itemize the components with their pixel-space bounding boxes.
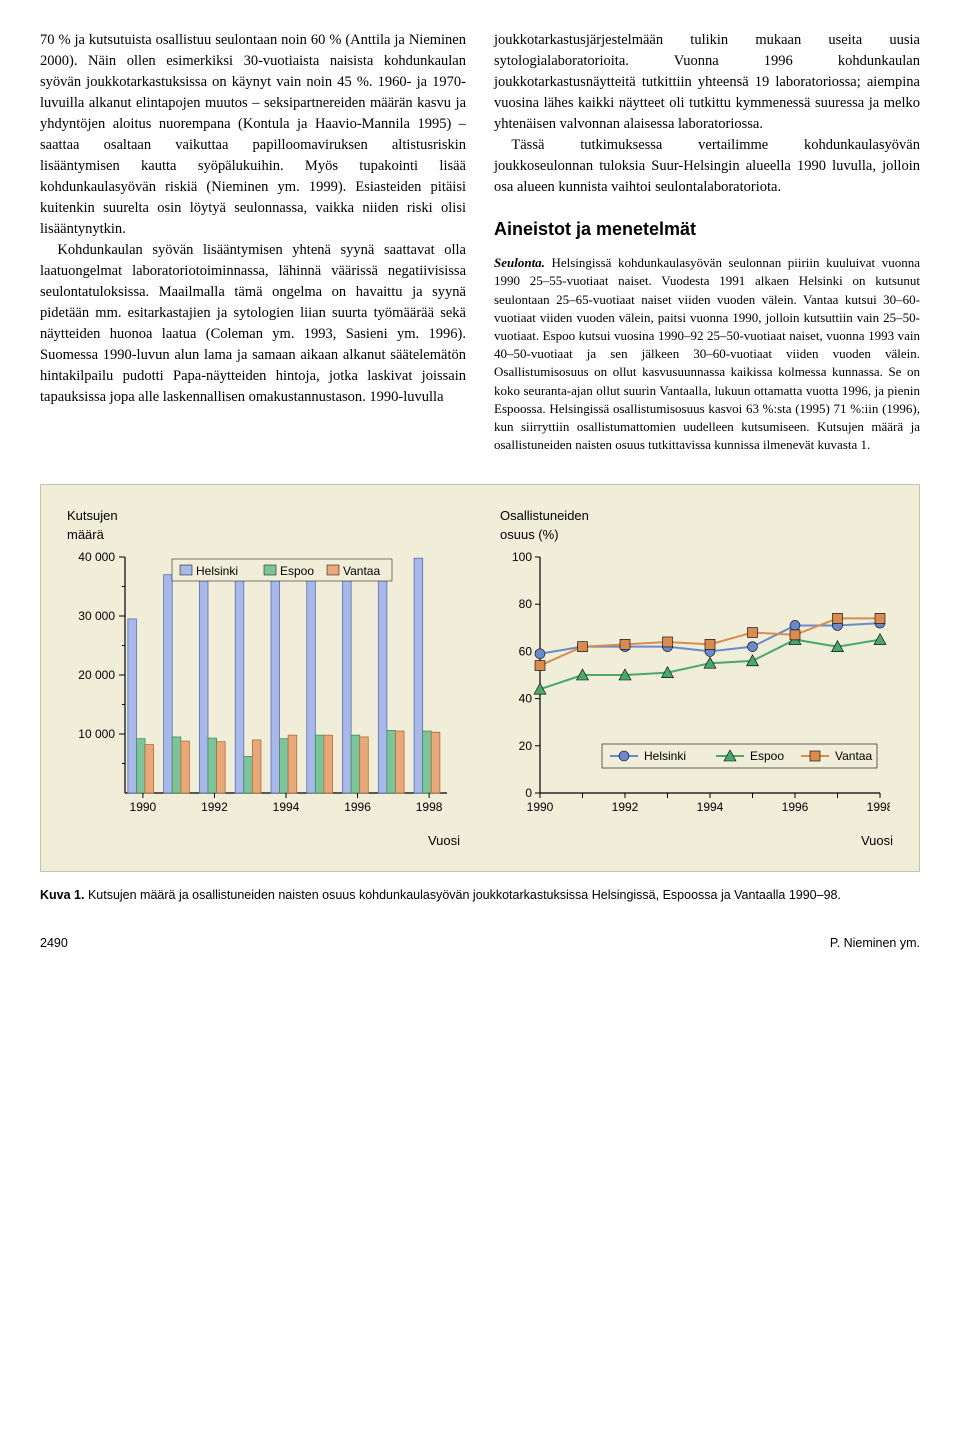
x-axis-label: Vuosi: [67, 832, 460, 851]
svg-text:1994: 1994: [697, 800, 724, 814]
para-methods: Seulonta. Helsingissä kohdunkaulasyövän …: [494, 254, 920, 454]
title-line: osuus (%): [500, 527, 559, 542]
svg-text:Espoo: Espoo: [750, 749, 784, 763]
svg-text:1990: 1990: [130, 800, 157, 814]
para: joukkotarkastusjärjestelmään tulikin muk…: [494, 30, 920, 135]
svg-text:1992: 1992: [201, 800, 228, 814]
title-line: Osallistuneiden: [500, 508, 589, 523]
para: Kohdunkaulan syövän lisääntymisen yhtenä…: [40, 240, 466, 408]
para-body: Helsingissä kohdunkaulasyövän seulonnan …: [494, 255, 920, 452]
line-chart-title: Osallistuneiden osuus (%): [500, 507, 893, 545]
svg-text:Vantaa: Vantaa: [835, 749, 872, 763]
svg-text:1998: 1998: [416, 800, 443, 814]
para: 70 % ja kutsutuista osallistuu seulontaa…: [40, 30, 466, 240]
title-line: määrä: [67, 527, 104, 542]
bar-chart-wrap: Kutsujen määrä 10 00020 00030 00040 0001…: [67, 507, 460, 851]
svg-text:Helsinki: Helsinki: [196, 564, 238, 578]
caption-body: Kutsujen määrä ja osallistuneiden naiste…: [84, 888, 840, 902]
svg-text:1996: 1996: [344, 800, 371, 814]
svg-text:1994: 1994: [273, 800, 300, 814]
svg-text:0: 0: [525, 786, 532, 800]
svg-text:Vantaa: Vantaa: [343, 564, 380, 578]
svg-text:1998: 1998: [867, 800, 890, 814]
svg-text:Espoo: Espoo: [280, 564, 314, 578]
svg-text:Helsinki: Helsinki: [644, 749, 686, 763]
svg-text:20: 20: [519, 739, 533, 753]
svg-text:1992: 1992: [612, 800, 639, 814]
footer-author: P. Nieminen ym.: [830, 934, 920, 952]
lead-word: Seulonta.: [494, 255, 545, 270]
text-columns: 70 % ja kutsutuista osallistuu seulontaa…: [40, 30, 920, 454]
line-chart-svg: 0 20 40 60 80 100 1990 1992 1994 1996 1998 Helsinki…: [500, 551, 890, 821]
svg-text:60: 60: [519, 644, 533, 658]
svg-text:1990: 1990: [527, 800, 554, 814]
figure-caption: Kuva 1. Kutsujen määrä ja osallistuneide…: [40, 886, 920, 904]
svg-text:40: 40: [519, 692, 533, 706]
svg-text:30 000: 30 000: [78, 609, 115, 623]
bar-chart-svg: 10 000 20 000 30 000 40 000 1990 1992 1994 1996…: [67, 551, 457, 821]
right-column: joukkotarkastusjärjestelmään tulikin muk…: [494, 30, 920, 454]
x-axis-label: Vuosi: [500, 832, 893, 851]
charts-row: Kutsujen määrä 10 00020 00030 00040 0001…: [67, 507, 893, 851]
section-heading: Aineistot ja menetelmät: [494, 216, 920, 242]
svg-text:80: 80: [519, 597, 533, 611]
left-column: 70 % ja kutsutuista osallistuu seulontaa…: [40, 30, 466, 454]
line-chart-wrap: Osallistuneiden osuus (%) 0 20 40 60 80 100 19…: [500, 507, 893, 851]
bar-chart-title: Kutsujen määrä: [67, 507, 460, 545]
svg-text:100: 100: [512, 551, 532, 564]
svg-text:40 000: 40 000: [78, 551, 115, 564]
para: Tässä tutkimuksessa vertailimme kohdunka…: [494, 135, 920, 198]
figure-panel: Kutsujen määrä 10 00020 00030 00040 0001…: [40, 484, 920, 872]
page-footer: 2490 P. Nieminen ym.: [40, 934, 920, 952]
svg-text:1996: 1996: [782, 800, 809, 814]
svg-text:10 000: 10 000: [78, 727, 115, 741]
svg-text:20 000: 20 000: [78, 668, 115, 682]
caption-lead: Kuva 1.: [40, 888, 84, 902]
page-number: 2490: [40, 934, 68, 952]
title-line: Kutsujen: [67, 508, 118, 523]
